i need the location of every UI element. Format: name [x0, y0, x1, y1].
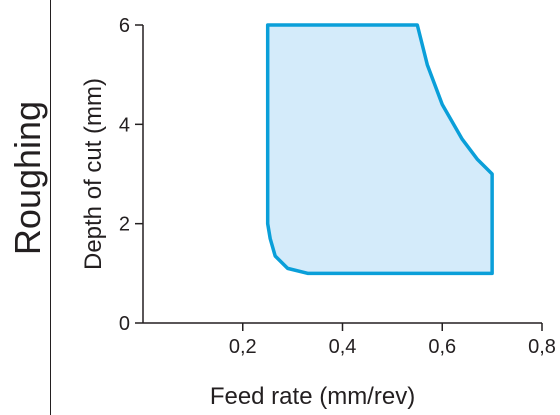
x-tick-label: 0,6: [428, 336, 456, 358]
x-tick-label: 0,2: [229, 336, 257, 358]
operating-region: [265, 23, 494, 276]
x-tick-label: 0,4: [329, 336, 357, 358]
y-ticks: 0 2 4 6: [119, 15, 143, 335]
y-tick-label: 2: [119, 214, 130, 236]
y-tick-label: 0: [119, 313, 130, 335]
y-tick-label: 6: [119, 15, 130, 37]
y-tick-label: 4: [119, 114, 130, 136]
x-axis-title: Feed rate (mm/rev): [210, 383, 415, 410]
x-tick-label: 0,8: [528, 336, 556, 358]
x-ticks: 0,2 0,4 0,6 0,8: [229, 323, 556, 358]
y-axis-title: Depth of cut (mm): [80, 78, 107, 270]
section-divider: [50, 0, 51, 415]
